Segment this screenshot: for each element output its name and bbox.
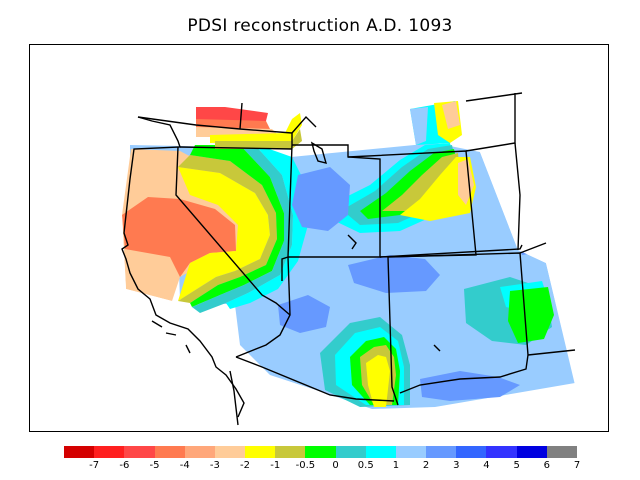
legend-tick-label: -7 <box>89 460 100 471</box>
region-wet-medium-utah <box>292 167 350 231</box>
four-corners-vertical <box>387 256 399 406</box>
legend-tick-label: 6 <box>543 460 550 471</box>
idaho-border <box>239 102 317 134</box>
region-near-normal-wyoming <box>382 153 460 211</box>
legend-swatch <box>64 446 95 458</box>
map-title: PDSI reconstruction A.D. 1093 <box>187 16 453 36</box>
legend-swatch <box>335 446 366 458</box>
no-data-northeast <box>470 45 608 431</box>
legend-swatch <box>516 446 547 458</box>
region-dry-moderate-west <box>122 197 236 277</box>
california-nevada-border <box>175 146 291 316</box>
newmexico-texas-border <box>387 252 529 394</box>
legend-swatch <box>365 446 396 458</box>
legend-swatch <box>305 446 336 458</box>
mexico-border <box>235 356 395 402</box>
pdsi-map <box>30 45 608 431</box>
legend-tick-label: 5 <box>513 460 520 471</box>
legend-swatch <box>94 446 125 458</box>
utah-wyoming-border <box>288 144 381 258</box>
region-dry-light-arizona <box>366 355 390 407</box>
region-wet-mild-band <box>226 145 308 309</box>
baja-coast <box>229 370 239 426</box>
legend-swatch <box>275 446 306 458</box>
legend-tick-label: -3 <box>209 460 220 471</box>
arizona-newmexico-border <box>235 256 291 358</box>
legend-ticks: -7 -6 -5 -4 -3 -2 -1 -0.5 0 0.5 1 2 3 4 5 6 7 <box>64 460 581 474</box>
legend-tick-label: -5 <box>149 460 160 471</box>
colorado-kansas-border <box>379 244 523 258</box>
legend-tick-label: 4 <box>483 460 490 471</box>
oklahoma-panhandle <box>519 242 576 356</box>
washington-oregon-border <box>137 116 293 134</box>
no-data-pacific <box>30 45 240 375</box>
oregon-california-border <box>179 146 293 150</box>
region-wet-moderate-montana <box>410 107 428 145</box>
legend-swatch <box>546 446 577 458</box>
legend-tick-label: -0.5 <box>295 460 316 471</box>
region-wet-medium-great-basin <box>278 295 330 333</box>
legend-swatch <box>486 446 517 458</box>
state-borders <box>121 92 576 426</box>
legend-swatch <box>124 446 155 458</box>
legend-swatch <box>395 446 427 458</box>
legend-tick-label: -4 <box>179 460 190 471</box>
channel-islands <box>151 320 191 354</box>
legend-tick-label: -6 <box>119 460 130 471</box>
legend-tick-label: 1 <box>392 460 400 471</box>
legend-tick-label: 0 <box>332 460 339 471</box>
region-near-normal-band <box>178 155 277 303</box>
legend-tick-label: -1 <box>270 460 281 471</box>
legend-tick-label: 3 <box>453 460 460 471</box>
region-zero-plains <box>508 287 554 343</box>
region-wet-medium-colorado <box>348 255 440 293</box>
lake-mark-2 <box>433 344 441 352</box>
legend-tick-label: -2 <box>240 460 251 471</box>
region-dry-light-oregon <box>210 113 302 143</box>
lake-mark-1 <box>347 234 357 250</box>
region-near-normal-oregon <box>215 129 302 149</box>
region-dry-light-band <box>178 167 270 301</box>
legend-tick-label: 7 <box>573 460 581 471</box>
legend-tick-label: 0.5 <box>357 460 374 471</box>
great-salt-lake <box>310 141 328 164</box>
region-wet-medium-texas <box>420 371 520 401</box>
region-dry-light-wyoming <box>400 157 476 221</box>
legend-swatch <box>456 446 487 458</box>
legend-swatch <box>184 446 215 458</box>
legend-swatch <box>154 446 185 458</box>
map-frame <box>29 44 609 432</box>
dakota-border <box>514 142 521 251</box>
legend-swatch <box>426 446 457 458</box>
legend-colorbar <box>64 446 577 458</box>
legend-swatch <box>245 446 276 458</box>
region-dry-mild-montana <box>442 101 460 129</box>
legend-tick-label: 2 <box>422 460 430 471</box>
legend-swatch <box>214 446 246 458</box>
